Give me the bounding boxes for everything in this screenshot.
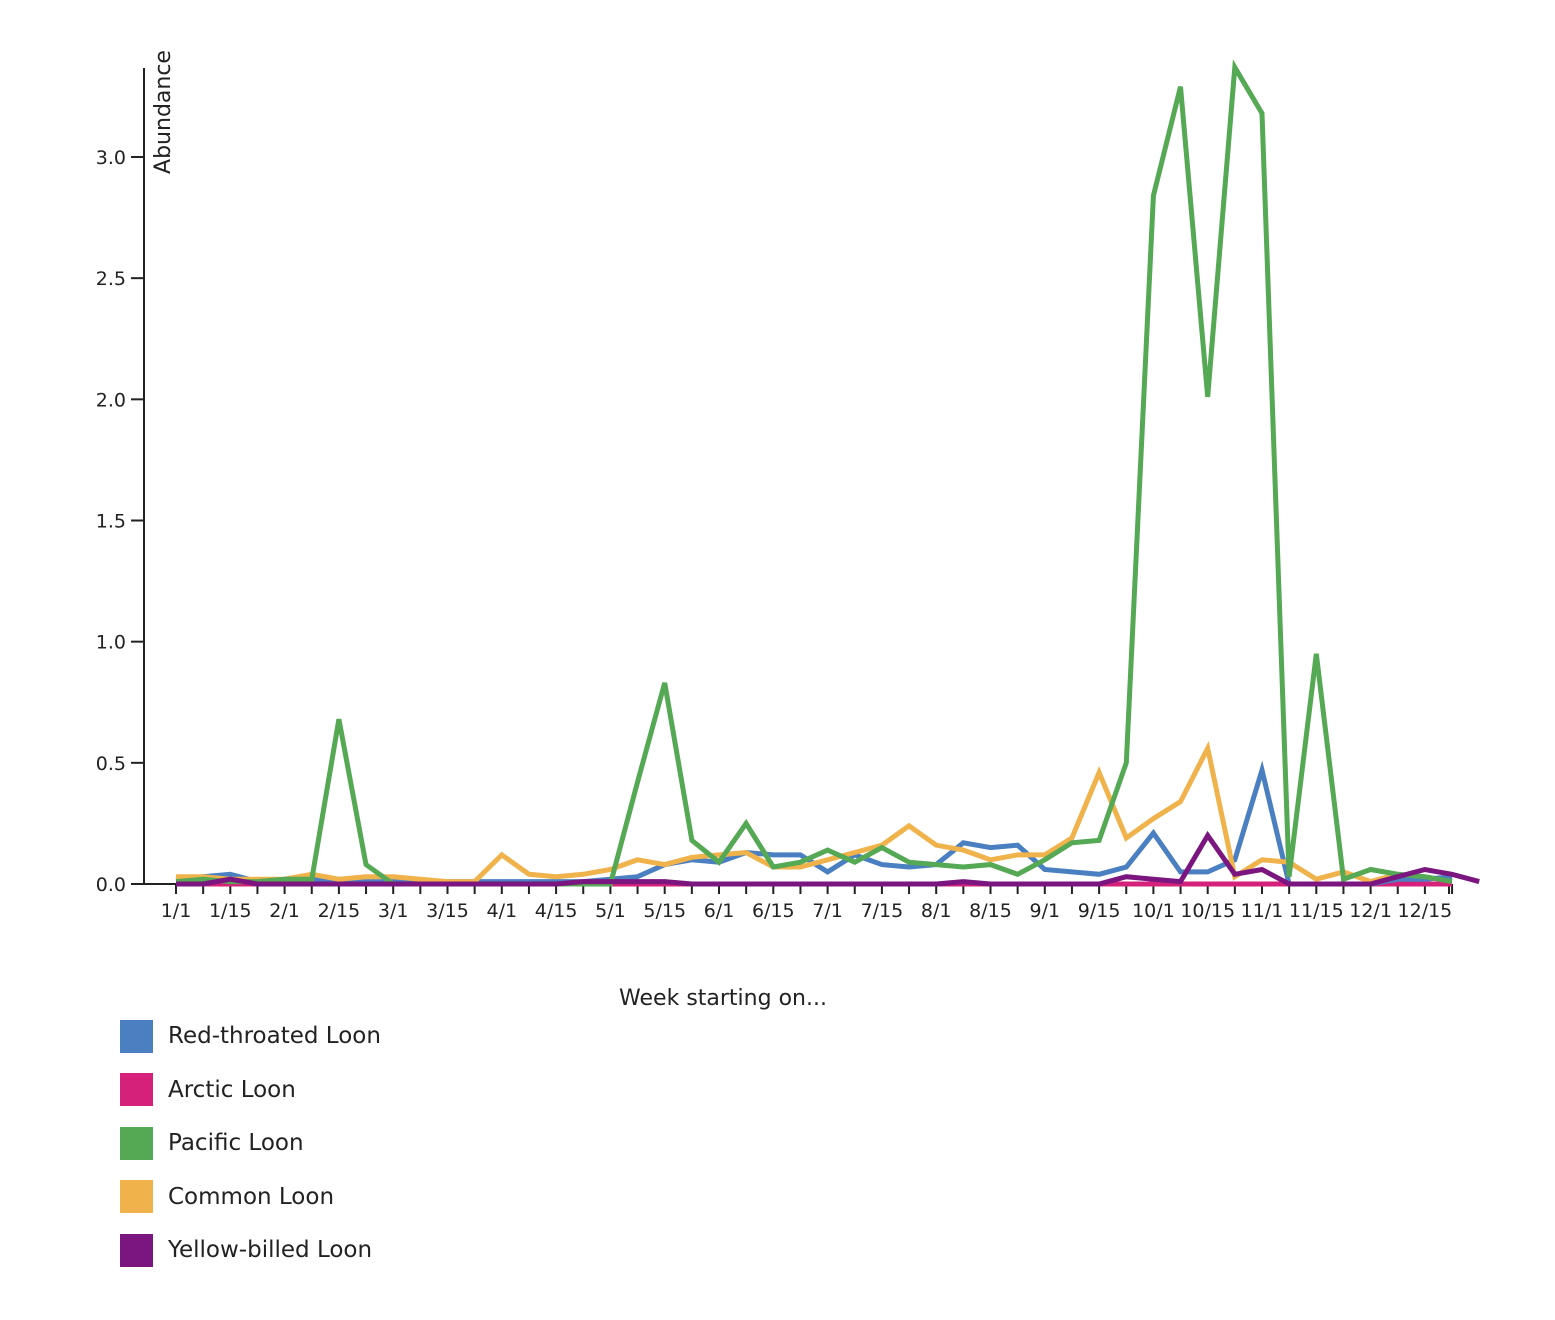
x-tick-label: 6/1 xyxy=(704,900,735,922)
legend-label: Pacific Loon xyxy=(168,1130,304,1156)
y-tick-label: 0.0 xyxy=(96,874,126,896)
x-tick-label: 12/1 xyxy=(1349,900,1392,922)
x-tick-label: 4/1 xyxy=(487,900,518,922)
x-tick-label: 10/15 xyxy=(1180,900,1235,922)
legend-swatch xyxy=(120,1180,153,1213)
legend-item-common-loon[interactable]: Common Loon xyxy=(120,1180,381,1213)
y-tick-label: 2.0 xyxy=(96,389,126,411)
y-tick-label: 0.5 xyxy=(96,753,126,775)
legend-label: Yellow-billed Loon xyxy=(168,1237,373,1263)
x-tick-label: 2/15 xyxy=(318,900,361,922)
legend-item-yellow-billed-loon[interactable]: Yellow-billed Loon xyxy=(120,1233,381,1267)
x-tick-label: 8/15 xyxy=(969,900,1012,922)
x-tick-label: 3/15 xyxy=(426,900,469,922)
series-lines xyxy=(175,59,1480,887)
legend-item-pacific-loon[interactable]: Pacific Loon xyxy=(120,1126,381,1160)
y-tick-label: 3.0 xyxy=(96,147,126,169)
x-tick-label: 7/1 xyxy=(812,900,843,922)
legend-label: Red-throated Loon xyxy=(168,1023,381,1049)
x-tick-label: 12/15 xyxy=(1398,900,1453,922)
series-line-yellow-billed-loon xyxy=(176,830,1480,887)
y-tick-label: 1.5 xyxy=(96,511,126,533)
x-axis-title: Week starting on... xyxy=(619,986,827,1011)
x-tick-label: 8/1 xyxy=(921,900,952,922)
y-axis: 0.0 0.5 1.0 1.5 2.0 2.5 3.0 xyxy=(96,68,145,896)
legend-swatch xyxy=(120,1233,153,1267)
x-tick-label: 5/15 xyxy=(643,900,686,922)
series-line-pacific-loon xyxy=(175,59,1453,887)
x-tick-label: 9/15 xyxy=(1078,900,1121,922)
y-tick-label: 2.5 xyxy=(96,268,126,290)
legend-label: Arctic Loon xyxy=(168,1076,296,1103)
x-tick-label: 4/15 xyxy=(535,900,578,922)
x-tick-label: 2/1 xyxy=(269,900,300,922)
legend-swatch xyxy=(120,1126,153,1160)
legend-swatch xyxy=(120,1019,153,1053)
legend-label: Common Loon xyxy=(168,1183,335,1210)
x-tick-label: 11/15 xyxy=(1289,900,1344,922)
x-tick-label: 1/1 xyxy=(161,900,192,922)
x-tick-label: 9/1 xyxy=(1030,900,1061,922)
legend-item-arctic-loon[interactable]: Arctic Loon xyxy=(120,1073,381,1106)
y-tick-label: 1.0 xyxy=(96,632,126,654)
legend-item-red-throated-loon[interactable]: Red-throated Loon xyxy=(120,1019,381,1053)
legend: Red-throated Loon Arctic Loon Pacific Lo… xyxy=(120,1019,381,1288)
x-axis: 1/1 1/15 2/1 2/15 3/1 3/15 4/1 4/15 5/1 5/15 6/1 6/… xyxy=(144,883,1454,922)
x-tick-label: 6/15 xyxy=(752,900,795,922)
y-axis-title: Abundance xyxy=(151,50,176,174)
x-tick-label: 7/15 xyxy=(861,900,904,922)
x-tick-label: 11/1 xyxy=(1241,900,1284,922)
x-tick-label: 3/1 xyxy=(378,900,409,922)
x-tick-label: 10/1 xyxy=(1132,900,1175,922)
x-tick-label: 5/1 xyxy=(595,900,626,922)
legend-swatch xyxy=(120,1073,153,1106)
x-tick-label: 1/15 xyxy=(209,900,252,922)
